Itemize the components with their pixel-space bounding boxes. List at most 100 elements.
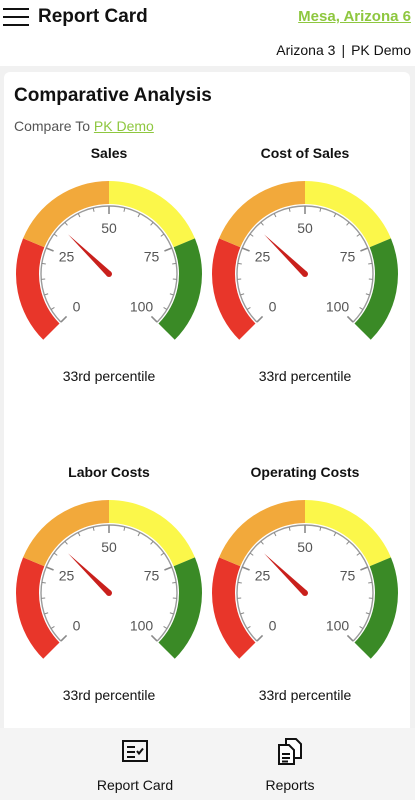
gauge-minor-tick: [346, 221, 350, 226]
gauge-minor-tick: [64, 540, 68, 545]
hamburger-menu-icon[interactable]: [3, 6, 29, 28]
gauge-tick-label: 0: [269, 618, 277, 634]
gauge-dial: 0 25 50 75 100: [212, 181, 398, 340]
nav-label: Reports: [265, 777, 315, 793]
gauge-minor-tick: [368, 581, 373, 584]
gauge-band-red: [212, 238, 256, 340]
gauge-major-tick: [241, 566, 250, 571]
gauge-minor-tick: [368, 262, 373, 265]
gauge-major-tick: [164, 247, 173, 252]
gauge-band-red: [15, 238, 60, 340]
gauge-minor-tick: [160, 552, 165, 556]
gauge-minor-tick: [169, 612, 174, 615]
gauge-minor-tick: [53, 552, 58, 556]
compare-link[interactable]: PK Demo: [93, 118, 154, 134]
gauge-minor-tick: [50, 626, 55, 629]
gauge-minor-tick: [92, 526, 95, 531]
nav-report-card[interactable]: Report Card: [60, 728, 210, 800]
gauge-band-green: [158, 557, 202, 659]
gauge-tick-label: 50: [101, 220, 117, 236]
gauge-major-tick: [346, 315, 354, 323]
gauge-tick-label: 75: [144, 567, 160, 583]
gauge-minor-tick: [44, 293, 49, 296]
gauge-minor-tick: [273, 532, 277, 537]
gauge-minor-tick: [359, 307, 364, 310]
gauge-tick-label: 100: [130, 299, 154, 315]
gauge-major-tick: [150, 315, 158, 323]
compare-to: Compare To PK Demo: [14, 116, 154, 136]
gauge-needle: [264, 234, 308, 277]
gauge-minor-tick: [150, 221, 154, 226]
gauge-minor-tick: [137, 532, 141, 537]
gauge-minor-tick: [172, 262, 177, 265]
gauge-caption: 33rd percentile: [258, 687, 352, 703]
gauge-minor-tick: [240, 293, 245, 296]
location-link[interactable]: Mesa, Arizona 6: [298, 8, 411, 25]
gauge-tick-label: 100: [130, 618, 154, 634]
gauge-tick-label: 100: [326, 618, 350, 634]
gauge-title: Operating Costs: [250, 464, 360, 480]
gauge-minor-tick: [169, 293, 174, 296]
gauge-major-tick: [256, 315, 264, 323]
compare-store-name: PK Demo: [351, 42, 411, 58]
gauge-minor-tick: [260, 221, 264, 226]
gauge-caption: 33rd percentile: [62, 368, 156, 384]
gauge-minor-tick: [319, 207, 322, 212]
gauge-major-tick: [241, 247, 250, 252]
gauge-major-tick: [60, 634, 68, 642]
gauge-minor-tick: [240, 612, 245, 615]
reports-icon: [278, 738, 302, 765]
gauge-dial: 0 25 50 75 100: [15, 181, 202, 340]
gauge-band-red: [212, 557, 256, 659]
gauge-minor-tick: [246, 307, 251, 310]
gauge-minor-tick: [365, 293, 370, 296]
gauge-title: Cost of Sales: [260, 145, 350, 161]
gauge-minor-tick: [237, 581, 242, 584]
gauge-tick-label: 25: [255, 567, 271, 583]
gauge-minor-tick: [273, 213, 277, 218]
gauge-dial: 0 25 50 75 100: [15, 500, 202, 659]
gauge-minor-tick: [137, 213, 141, 218]
compare-label: Compare To: [14, 118, 91, 134]
gauge-band-yellow: [109, 181, 195, 248]
gauge-minor-tick: [92, 207, 95, 212]
gauge-minor-tick: [77, 532, 81, 537]
gauge-band-yellow: [305, 500, 391, 567]
gauge-minor-tick: [41, 262, 46, 265]
gauge-needle-hub: [106, 271, 112, 277]
gauge-minor-tick: [356, 233, 361, 237]
gauge-caption: 33rd percentile: [62, 687, 156, 703]
separator: |: [341, 42, 346, 58]
gauge-minor-tick: [288, 207, 291, 212]
gauge-tick-label: 25: [255, 248, 271, 264]
gauge-minor-tick: [50, 307, 55, 310]
nav-reports[interactable]: Reports: [215, 728, 365, 800]
gauge-band-yellow: [305, 181, 391, 248]
gauge-tick-label: 0: [269, 299, 277, 315]
gauge-minor-tick: [64, 221, 68, 226]
gauge-minor-tick: [346, 540, 350, 545]
gauge-minor-tick: [249, 233, 254, 237]
card-title: Comparative Analysis: [14, 85, 212, 106]
gauge-band-orange: [219, 181, 305, 248]
gauge-band-red: [15, 557, 60, 659]
gauge-tick-label: 25: [59, 567, 75, 583]
gauge-major-tick: [360, 247, 369, 252]
gauge-band-green: [354, 557, 398, 659]
gauge-dial: 0 25 50 75 100: [212, 500, 398, 659]
comparative-analysis-card: Comparative Analysis Compare To PK Demo …: [4, 72, 410, 742]
gauge-minor-tick: [123, 207, 126, 212]
gauge-band-green: [158, 238, 202, 340]
gauge-minor-tick: [288, 526, 291, 531]
top-bar: Report Card Mesa, Arizona 6 Arizona 3 | PK…: [0, 0, 415, 66]
gauge-major-tick: [45, 247, 54, 252]
gauge-minor-tick: [319, 526, 322, 531]
gauge-needle: [68, 553, 112, 596]
gauge-band-orange: [23, 181, 109, 248]
gauge-major-tick: [360, 566, 369, 571]
gauge-minor-tick: [41, 581, 46, 584]
gauge-minor-tick: [172, 581, 177, 584]
gauge-minor-tick: [44, 612, 49, 615]
gauge-major-tick: [256, 634, 264, 642]
gauge-minor-tick: [150, 540, 154, 545]
